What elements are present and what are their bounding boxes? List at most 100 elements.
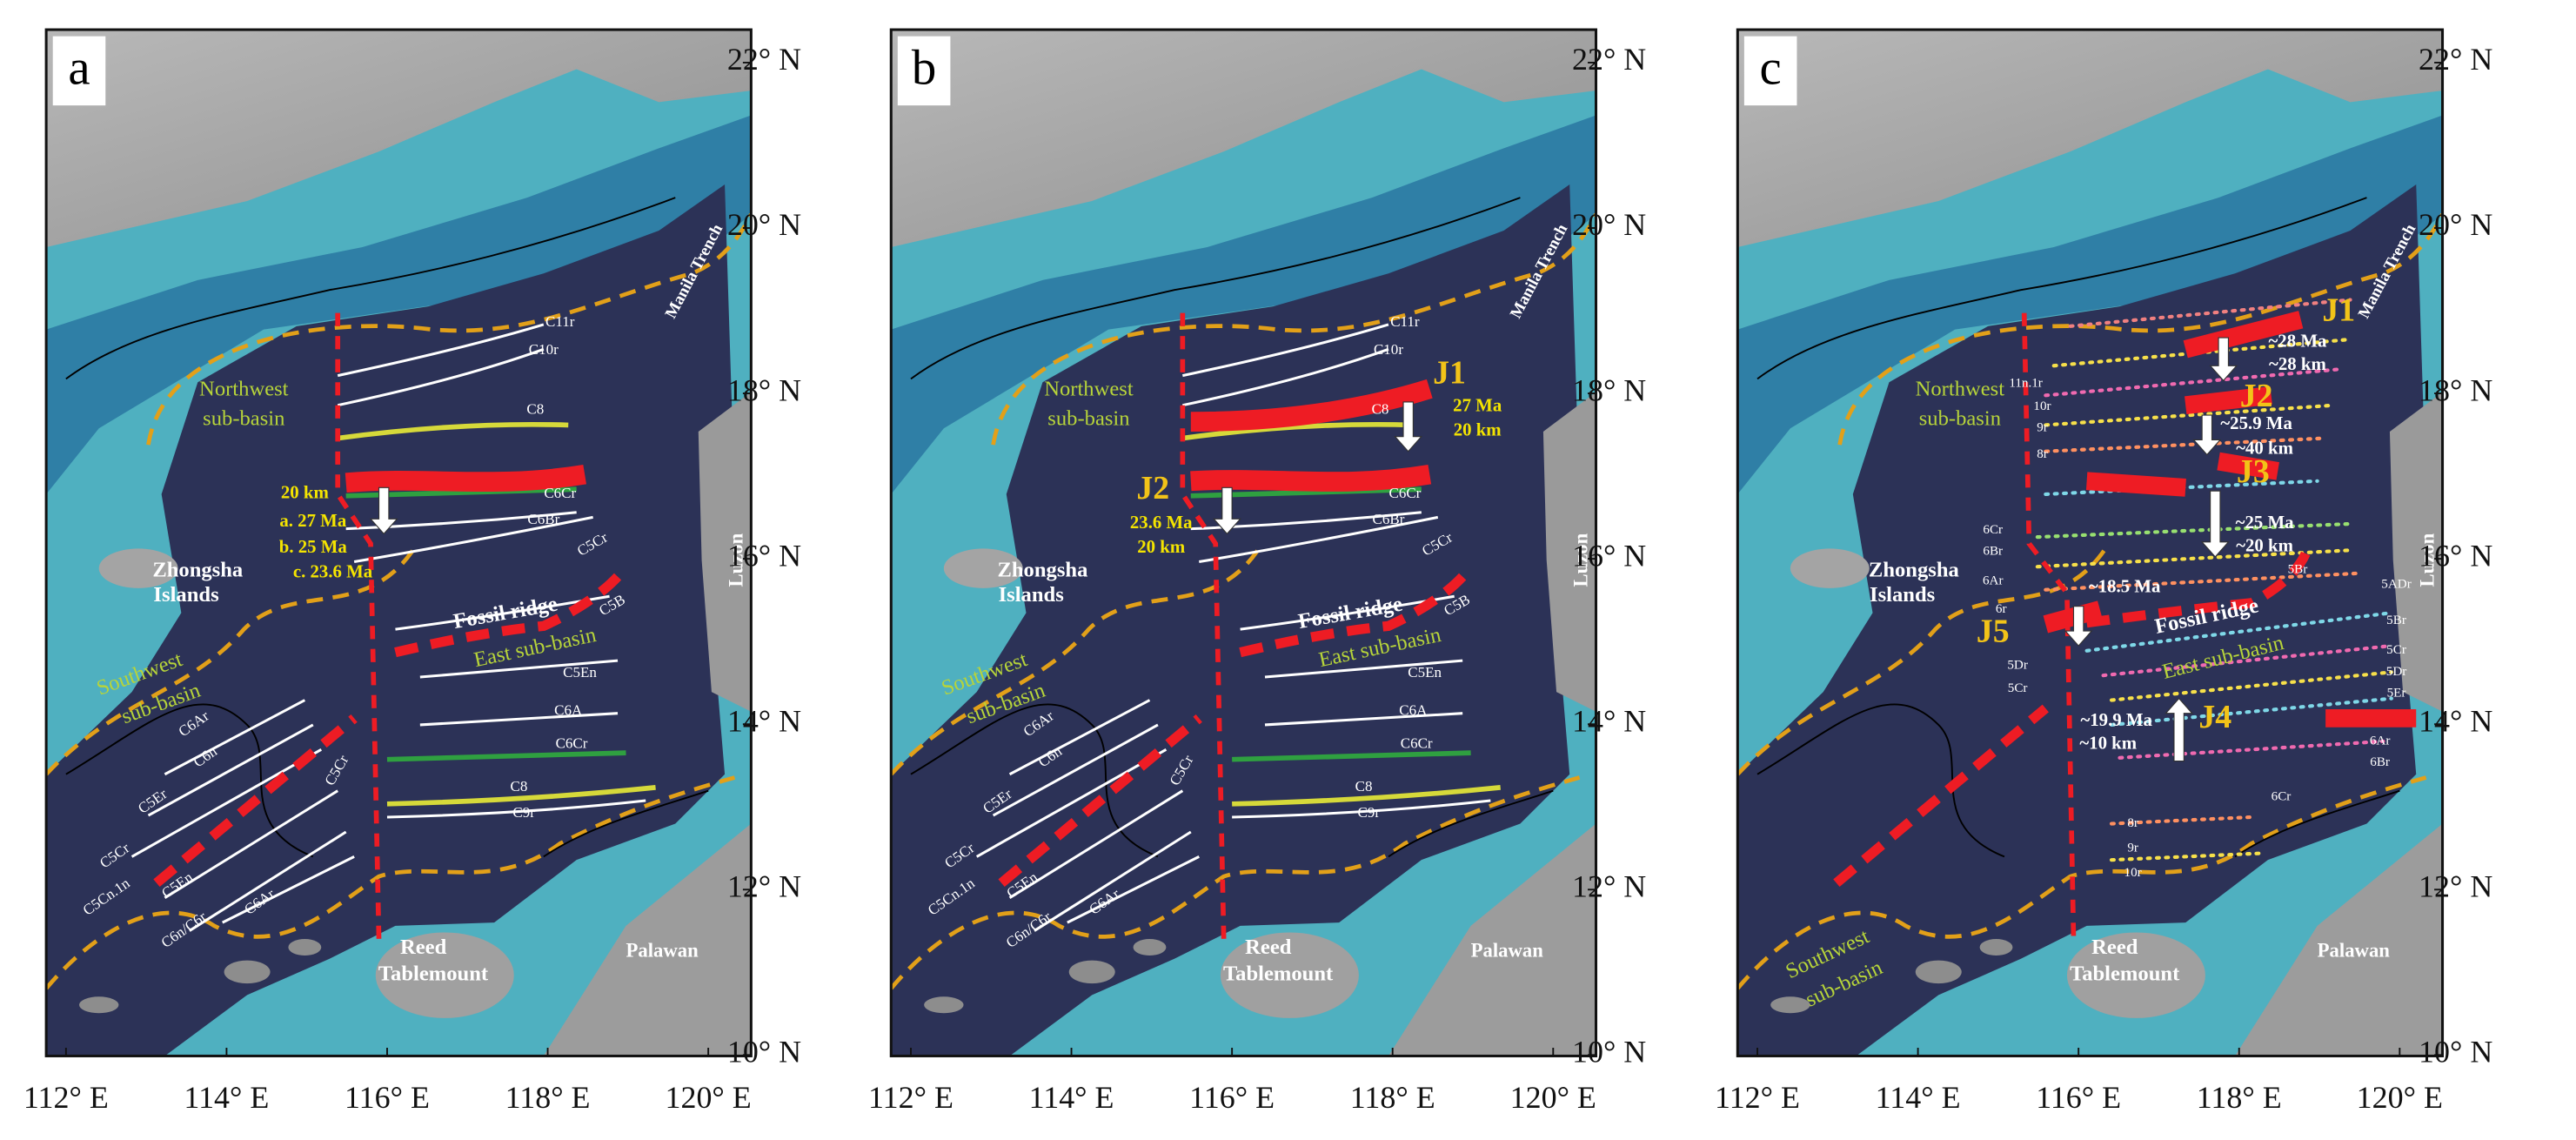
arrow — [2200, 490, 2230, 558]
arrow — [1394, 401, 1423, 453]
magnetic-anomaly — [2109, 696, 2393, 728]
arrow — [1213, 486, 1241, 535]
map-annotation: 6Br — [2370, 755, 2390, 769]
map-annotation: 6Cr — [1983, 523, 2003, 537]
jump-line — [2043, 600, 2103, 634]
map-annotation: ~28 km — [2269, 353, 2326, 374]
transform-fault — [335, 312, 382, 940]
map-annotation: J3 — [2237, 453, 2270, 490]
map-panel: cNorthwestsub-basinZhongshaIslandsSouthw… — [1715, 28, 2492, 1115]
latitude-label: 22° N — [1572, 42, 1646, 77]
latitude-label: 16° N — [2419, 538, 2492, 573]
map-annotation: Northwest — [199, 377, 289, 400]
terrain — [1737, 30, 2442, 1056]
panel-label: a — [68, 40, 90, 95]
map-annotation: Palawan — [2318, 939, 2391, 961]
longitude-label: 116° E — [1189, 1080, 1275, 1115]
fossil-ridge — [394, 573, 622, 658]
fossil-ridge — [2085, 542, 2314, 628]
magnetic-anomaly — [2044, 403, 2336, 427]
sw-ridge — [153, 714, 358, 888]
panels: aNorthwestsub-basinZhongshaIslandsSouthw… — [23, 28, 2492, 1115]
map-annotation: 11n.1r — [2009, 377, 2043, 391]
map-annotation: 5Cr — [2008, 681, 2028, 695]
arrow — [2165, 697, 2194, 762]
map-annotation: 23.6 Ma — [1130, 512, 1193, 533]
longitude-label: 112° E — [868, 1080, 953, 1115]
longitude-label: 118° E — [1350, 1080, 1435, 1115]
map-area — [46, 30, 751, 1056]
map-annotation: 5Br — [2288, 562, 2308, 576]
magnetic-anomaly — [2044, 366, 2345, 398]
map-annotation: c. 23.6 Ma — [293, 561, 373, 582]
map-frame — [889, 28, 1598, 1057]
map-annotation: 20 km — [1137, 536, 1185, 557]
map-annotation: Reed — [2091, 935, 2138, 959]
map-annotation: sub-basin — [1919, 406, 2001, 430]
latitude-label: 14° N — [727, 703, 801, 738]
map-annotation: C6Br — [527, 511, 559, 527]
map-annotation: C8 — [1372, 400, 1389, 417]
map-annotation: 5Dr — [2007, 658, 2028, 672]
longitude-label: 120° E — [2357, 1080, 2443, 1115]
magnetic-anomaly — [2118, 739, 2385, 760]
map-annotation: C10r — [1374, 341, 1403, 358]
longitude-label: 114° E — [184, 1080, 269, 1115]
latitude-label: 12° N — [2419, 869, 2492, 904]
map-annotation: 6Ar — [1983, 574, 2004, 588]
arrow — [369, 486, 398, 535]
map-annotation: C10r — [529, 341, 559, 358]
jump-line — [2185, 386, 2272, 415]
jump-line — [1190, 464, 1432, 492]
map-annotation: sub-basin — [203, 406, 284, 430]
magnetic-anomaly — [2109, 851, 2262, 862]
jump-line — [345, 464, 586, 493]
sw-ridge — [998, 714, 1202, 888]
longitude-label: 118° E — [505, 1080, 591, 1115]
latitude-label: 20° N — [727, 207, 801, 242]
jump-line — [1190, 379, 1433, 432]
map-annotation: Luzon — [1570, 533, 1592, 587]
map-annotation: 9r — [2037, 421, 2048, 435]
magnetic-anomaly — [2035, 548, 2352, 569]
arrow — [2192, 414, 2222, 456]
latitude-label: 16° N — [727, 538, 801, 573]
panel-label-box — [1743, 36, 1797, 106]
map-annotation: 5Dr — [2386, 665, 2407, 679]
map-annotation: 6Br — [1983, 545, 2003, 559]
map-annotation: ~18.5 Ma — [2089, 576, 2161, 597]
map-annotation: 6Ar — [2370, 734, 2391, 748]
longitude-label: 114° E — [1876, 1080, 1961, 1115]
map-annotation: b. 25 Ma — [279, 536, 348, 557]
map-annotation: C6A — [1399, 702, 1428, 719]
latitude-label: 18° N — [727, 372, 801, 407]
map-annotation: J1 — [1433, 354, 1466, 391]
map-area — [891, 30, 1596, 1056]
map-annotation: 8r — [2127, 816, 2138, 830]
latitude-label: 10° N — [1572, 1035, 1646, 1070]
map-annotation: C6Cr — [1388, 485, 1421, 501]
map-annotation: ~28 Ma — [2269, 331, 2327, 352]
magnetic-anomaly — [2101, 643, 2393, 678]
map-annotation: ~10 km — [2079, 732, 2137, 753]
latitude-label: 20° N — [2419, 207, 2492, 242]
latitude-label: 22° N — [2419, 42, 2492, 77]
jump-line — [2085, 472, 2186, 497]
map-annotation: Zhongsha — [1869, 559, 1959, 582]
map-panel: bNorthwestsub-basinZhongshaIslandsSouthw… — [868, 28, 1646, 1115]
latitude-label: 12° N — [727, 869, 801, 904]
map-annotation: C5En — [563, 664, 597, 681]
latitude-label: 12° N — [1572, 869, 1646, 904]
panel-label-box — [897, 36, 951, 106]
jump-line — [2217, 452, 2279, 480]
panel-label: b — [912, 40, 936, 95]
map-annotation: 10r — [2033, 399, 2051, 413]
map-annotation: sub-basin — [1047, 406, 1129, 430]
map-annotation: 5Er — [2387, 686, 2406, 700]
map-annotation: J2 — [1136, 470, 1169, 506]
jump-line — [2183, 311, 2304, 359]
map-annotation: C9r — [512, 804, 535, 821]
latitude-label: 16° N — [1572, 538, 1646, 573]
map-annotation: C9r — [1357, 804, 1380, 821]
